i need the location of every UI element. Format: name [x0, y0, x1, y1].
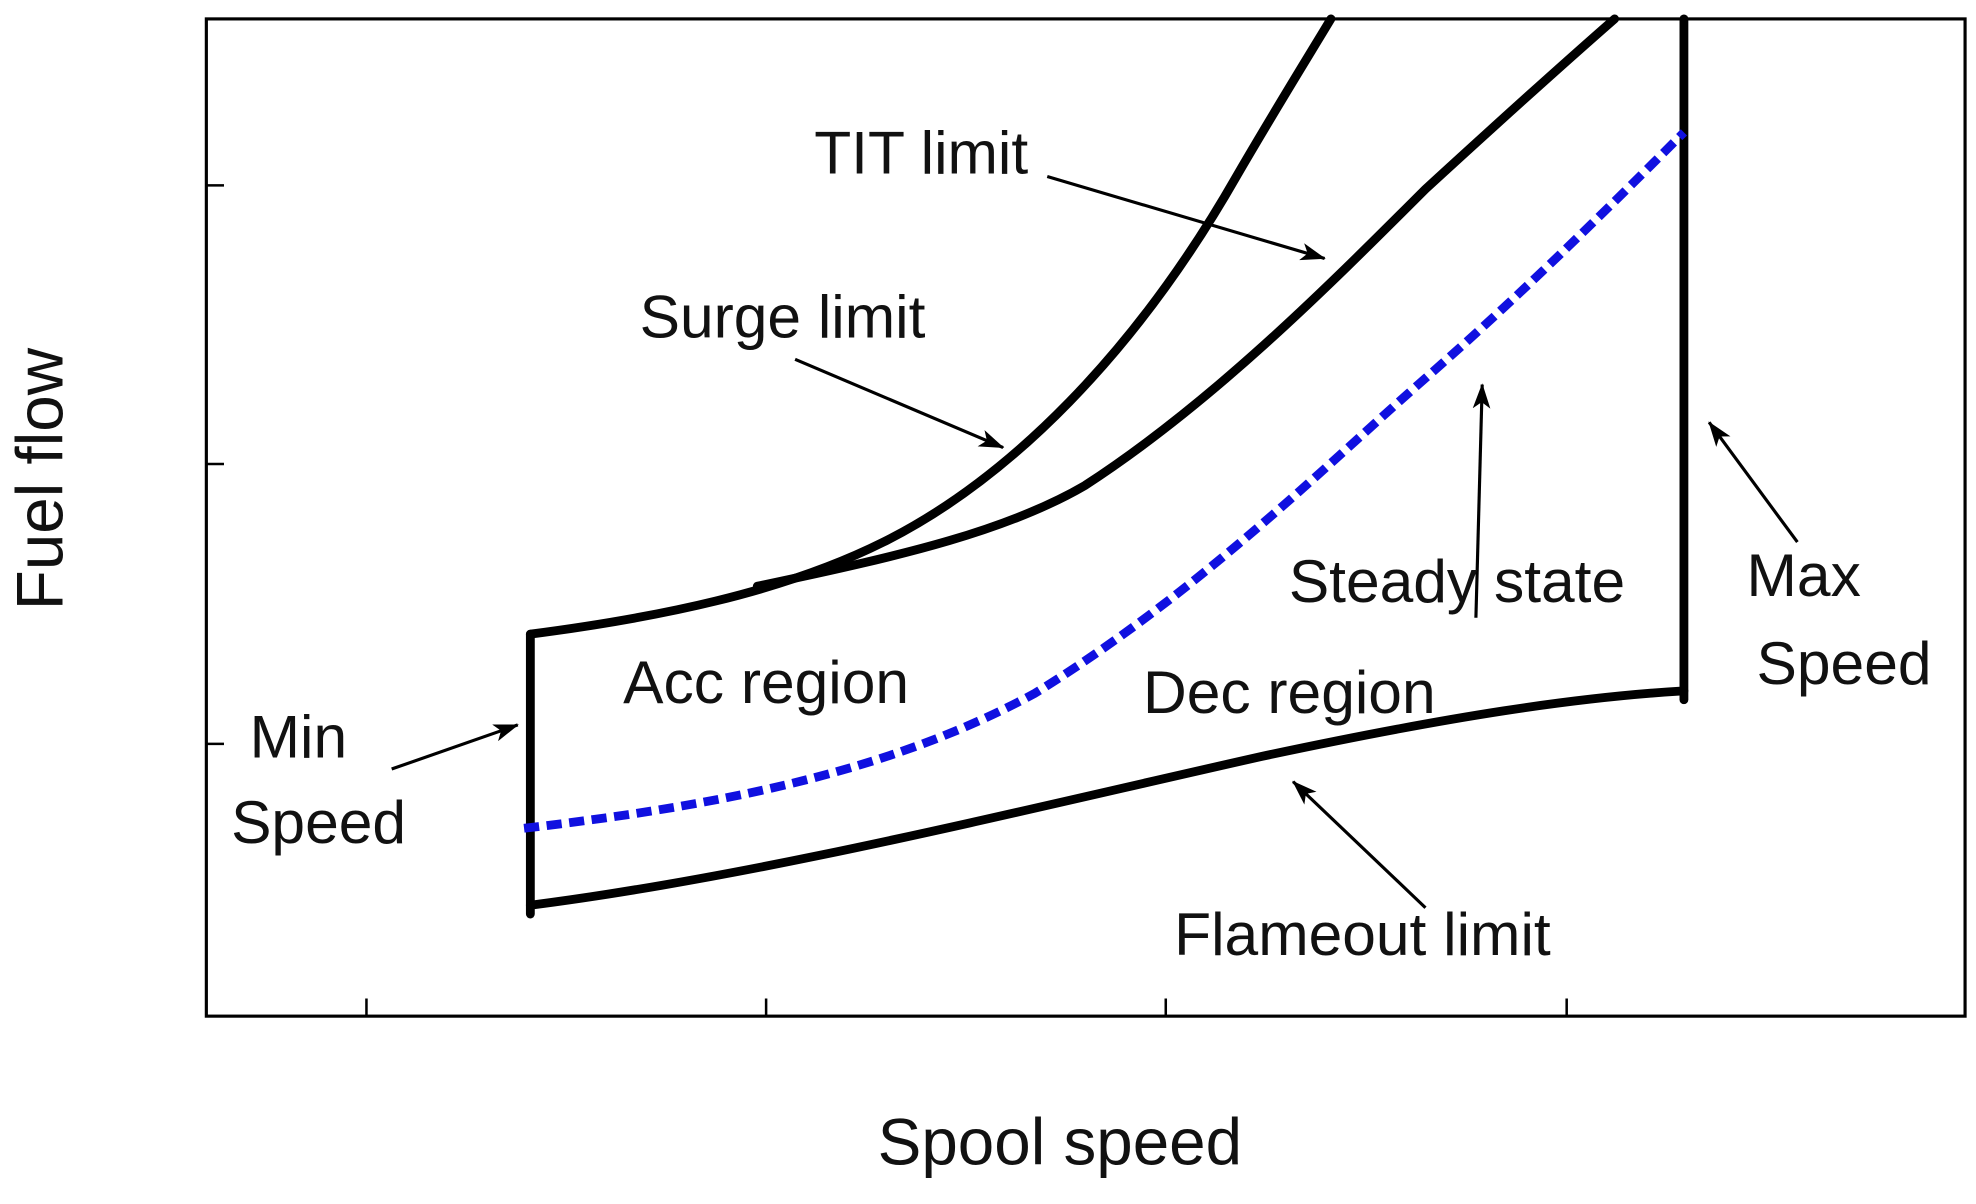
annotation: Flameout limit: [1174, 900, 1551, 968]
annotation: TIT limit: [814, 119, 1028, 187]
annotation: Steady state: [1289, 547, 1625, 615]
x-axis-label: Spool speed: [878, 1106, 1242, 1179]
tit-limit-curve: [752, 14, 1619, 591]
annotation: Min: [250, 702, 347, 770]
arrow: [391, 723, 519, 771]
y-axis-label: Fuel flow: [3, 347, 76, 610]
annotation: Surge limit: [640, 282, 926, 350]
annotation: Speed: [1757, 629, 1932, 697]
arrow: [1472, 383, 1491, 618]
annotation: Max: [1747, 541, 1861, 609]
annotation: Speed: [231, 788, 406, 856]
arrow: [1707, 421, 1799, 544]
annotation: Dec region: [1143, 658, 1436, 726]
surge-limit-curve: [525, 14, 1336, 639]
arrow: [794, 357, 1005, 450]
steady-state-line: [523, 129, 1688, 833]
plot-frame: [204, 17, 1967, 1018]
ticks: [206, 184, 1568, 1017]
arrow: [1292, 780, 1427, 909]
arrow: [1046, 174, 1326, 261]
flameout-limit-curve: [525, 686, 1689, 910]
annotation: Acc region: [623, 648, 909, 716]
